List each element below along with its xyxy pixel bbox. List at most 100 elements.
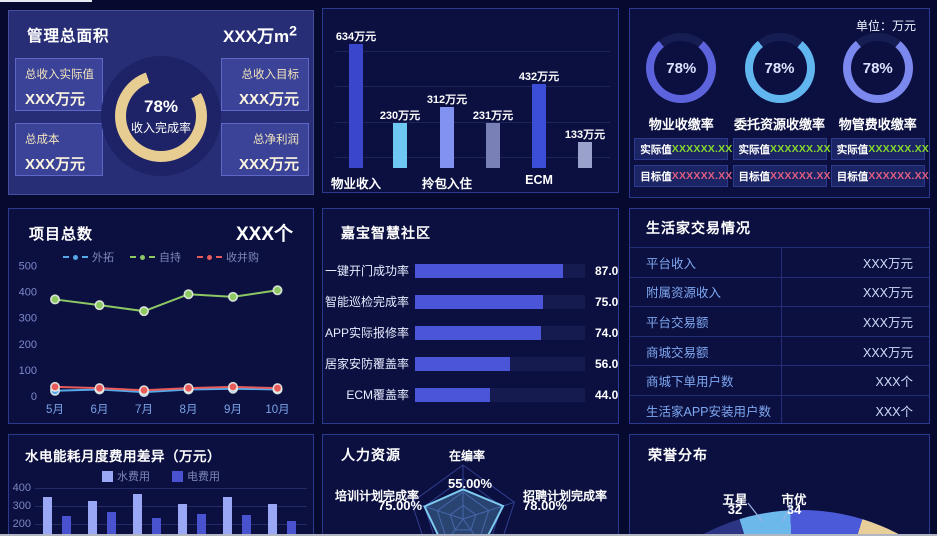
panel-title: 荣誉分布 — [648, 447, 708, 463]
bar-electric — [287, 520, 296, 536]
bar-value-label: 230万元 — [379, 110, 421, 122]
bar-fill — [415, 325, 541, 340]
actual-value: XXXXXX.XX — [770, 143, 831, 155]
bar-fill — [415, 294, 543, 309]
pie-slice-label: 市优 — [781, 493, 807, 507]
panel-collection-rates: 单位：万元 78% 物业收缴率 实际值 XXXXXX.XX 目标值 XXXXXX… — [629, 8, 930, 198]
community-row: ECM覆盖率 44.0% — [323, 379, 618, 410]
project-total-value: XXX个 — [235, 224, 293, 245]
gridline — [335, 122, 610, 123]
panel-utility-cost: 水电能耗月度费用差异（万元） 水费用 电费用 400 300 200 — [8, 434, 314, 536]
gauge-percent: 78% — [654, 41, 709, 95]
row-label: APP实际报修率 — [324, 326, 409, 340]
row-value: XXX万元 — [862, 345, 913, 360]
legend-item-watuo: 外拓 — [63, 249, 114, 265]
panel-title: 生活家交易情况 — [630, 209, 929, 248]
gauge-entrusted-resource-collection: 78% 委托资源收缴率 实际值 XXXXXX.XX 目标值 XXXXXX.XX — [732, 33, 831, 187]
actual-label: 实际值 — [836, 143, 869, 156]
bar-water — [88, 501, 97, 536]
row-value: XXX万元 — [862, 256, 913, 271]
community-row: 智能巡检完成率 75.0% — [323, 286, 618, 317]
bar-value-label: 432万元 — [518, 71, 560, 83]
radar-web — [411, 464, 515, 536]
bar-water — [268, 504, 277, 536]
data-point — [49, 294, 60, 305]
data-point — [228, 381, 239, 392]
panel-title: 嘉宝智慧社区 — [341, 225, 431, 241]
y-tick: 100 — [19, 365, 37, 377]
radar-web — [436, 491, 490, 536]
bar-track — [415, 325, 585, 340]
target-value: XXXXXX.XX — [868, 170, 929, 182]
row-label: 居家安防覆盖率 — [324, 357, 409, 371]
bar-water — [178, 503, 187, 536]
y-tick: 500 — [19, 261, 37, 273]
screenshot-bottom-edge — [0, 534, 937, 536]
bar-track — [415, 387, 585, 402]
legend-item-electric: 电费用 — [172, 468, 220, 484]
gauge-management-fee-collection: 78% 物管费收缴率 实际值 XXXXXX.XX 目标值 XXXXXX.XX — [830, 33, 929, 187]
legend-label: 电费用 — [187, 471, 220, 483]
bar-water — [43, 497, 52, 536]
revenue-bar-chart: 634万元 230万元 312万元 231万元 432万元 133万元 物业收入 拎包入住 EC… — [323, 9, 618, 192]
line-chart: 0 100 200 300 400 500 5月 6月 7月 8月 9月 10月 — [19, 261, 290, 417]
stat-label: 总净利润 — [253, 134, 299, 146]
row-label: 智能巡检完成率 — [324, 295, 409, 309]
panel-hr: 人力资源 在编率 55.00% 培训计划完成率 75.00% 招聘计划完成率 7… — [322, 434, 619, 536]
panel-title: 人力资源 — [341, 447, 401, 463]
line-legend: 外拓 自持 收并购 — [9, 249, 313, 265]
stat-value: XXX万元 — [238, 156, 299, 173]
stat-label: 总收入实际值 — [25, 69, 94, 81]
donut-center: 78% 收入完成率 — [126, 81, 196, 151]
table-row: 商城交易额 XXX万元 — [630, 337, 929, 367]
pie-slice-label: 五星 — [722, 493, 748, 507]
row-percent: 87.0% — [595, 263, 619, 278]
gauge-percent: 78% — [850, 41, 905, 95]
table-column-divider — [781, 247, 782, 423]
gauge-property-collection: 78% 物业收缴率 实际值 XXXXXX.XX 目标值 XXXXXX.XX — [634, 33, 732, 187]
gridline — [335, 157, 610, 158]
community-row: 一键开门成功率 87.0% — [323, 255, 618, 286]
y-tick: 0 — [31, 391, 37, 403]
row-value: XXX万元 — [862, 286, 913, 301]
row-value: XXX个 — [875, 404, 913, 419]
gauge-percent: 78% — [752, 41, 807, 95]
table-row: 平台交易额 XXX万元 — [630, 307, 929, 337]
stat-value: XXX万元 — [25, 91, 86, 108]
x-tick: 7月 — [135, 404, 153, 416]
panel-title: 管理总面积 — [27, 28, 110, 45]
community-bar-rows: 一键开门成功率 87.0% 智能巡检完成率 75.0% APP实际报修率 74.0% 居家安… — [323, 255, 618, 410]
x-tick: 8月 — [180, 404, 198, 416]
bar-value-label: 231万元 — [472, 110, 514, 122]
data-point — [139, 385, 150, 396]
y-tick: 400 — [12, 482, 31, 494]
bar — [440, 107, 454, 168]
y-tick: 200 — [12, 518, 31, 530]
bar — [393, 123, 407, 168]
gauge-row: 78% 物业收缴率 实际值 XXXXXX.XX 目标值 XXXXXX.XX 78… — [630, 33, 929, 187]
bar-value-label: 312万元 — [426, 94, 468, 106]
y-tick: 300 — [19, 313, 37, 325]
gauge-ring: 78% — [744, 33, 815, 103]
managed-area-value-sup: 2 — [289, 23, 297, 40]
bar-electric — [152, 517, 161, 536]
row-percent: 74.0% — [595, 325, 619, 340]
row-label: 一键开门成功率 — [324, 264, 409, 278]
actual-value-row: 实际值 XXXXXX.XX — [732, 138, 831, 160]
gauge-ring: 78% — [842, 33, 913, 103]
target-value: XXXXXX.XX — [671, 170, 733, 182]
row-label: 附属资源收入 — [646, 286, 722, 301]
managed-area-value-text: XXX万m — [222, 27, 290, 46]
data-point — [272, 285, 283, 296]
bar — [532, 84, 546, 168]
radar-axis — [411, 501, 464, 520]
target-label: 目标值 — [640, 170, 672, 183]
row-percent: 56.0% — [595, 356, 619, 371]
legend-item-water: 水费用 — [102, 468, 150, 484]
donut-ring: 78% 收入完成率 — [115, 70, 207, 162]
bar — [349, 44, 363, 168]
screenshot-top-edge — [0, 0, 92, 2]
panel-title: 项目总数 — [29, 226, 94, 243]
panel-lifestyle-transactions: 生活家交易情况 平台收入 XXX万元 附属资源收入 XXX万元 平台交易额 XXX万元… — [629, 208, 930, 424]
community-row: 居家安防覆盖率 56.0% — [323, 348, 618, 379]
